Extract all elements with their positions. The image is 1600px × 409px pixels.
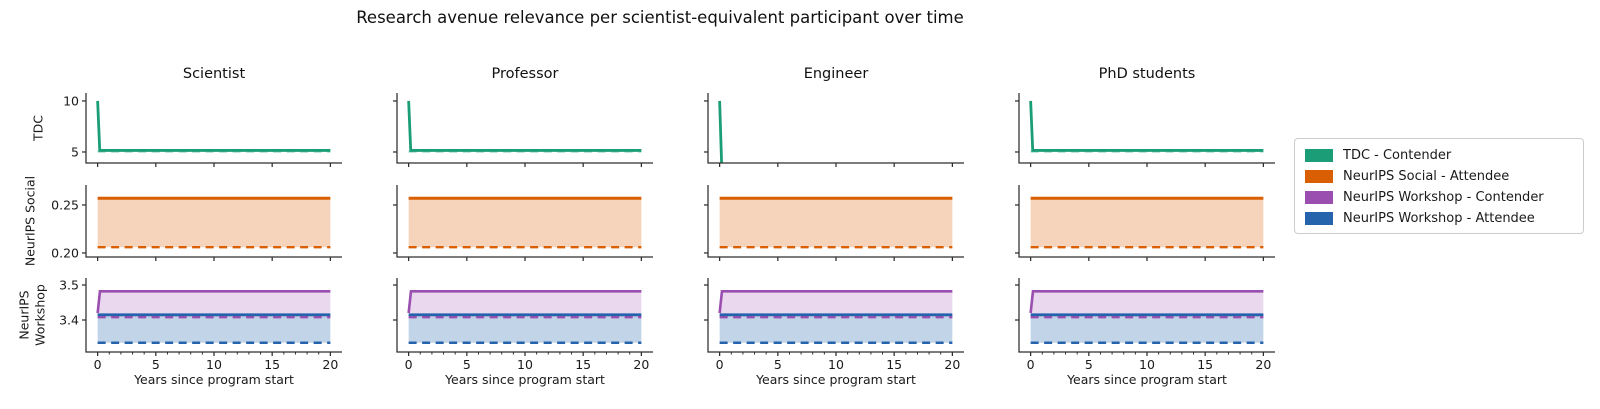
svg-text:5: 5 xyxy=(463,357,471,372)
svg-text:15: 15 xyxy=(886,357,902,372)
svg-text:10: 10 xyxy=(206,357,222,372)
svg-text:5: 5 xyxy=(1085,357,1093,372)
svg-text:20: 20 xyxy=(322,357,338,372)
svg-text:15: 15 xyxy=(1197,357,1213,372)
svg-text:0: 0 xyxy=(94,357,102,372)
x-axis-label-col3: Years since program start xyxy=(756,372,916,387)
svg-text:5: 5 xyxy=(71,144,79,159)
column-title-professor: Professor xyxy=(491,66,559,82)
column-title-scientist: Scientist xyxy=(182,66,246,82)
legend-label: NeurIPS Workshop - Attendee xyxy=(1343,211,1535,226)
svg-text:0.20: 0.20 xyxy=(51,245,79,260)
legend-label: NeurIPS Social - Attendee xyxy=(1343,169,1510,184)
svg-text:0: 0 xyxy=(1027,357,1035,372)
legend-label: NeurIPS Workshop - Contender xyxy=(1343,190,1544,205)
svg-text:20: 20 xyxy=(633,357,649,372)
svg-text:0: 0 xyxy=(716,357,724,372)
legend: TDC - Contender NeurIPS Social - Attende… xyxy=(1294,138,1584,234)
svg-text:5: 5 xyxy=(152,357,160,372)
svg-text:20: 20 xyxy=(944,357,960,372)
svg-text:10: 10 xyxy=(1139,357,1155,372)
chart-title: Research avenue relevance per scientist-… xyxy=(356,8,964,27)
svg-text:20: 20 xyxy=(1255,357,1271,372)
svg-text:5: 5 xyxy=(774,357,782,372)
legend-swatch-neurips-workshop-contender xyxy=(1305,191,1333,204)
svg-text:10: 10 xyxy=(828,357,844,372)
svg-text:15: 15 xyxy=(575,357,591,372)
legend-item-neurips-workshop-attendee: NeurIPS Workshop - Attendee xyxy=(1305,211,1573,226)
legend-label: TDC - Contender xyxy=(1343,148,1452,163)
x-axis-label-col2: Years since program start xyxy=(445,372,605,387)
legend-item-neurips-workshop-contender: NeurIPS Workshop - Contender xyxy=(1305,190,1573,205)
column-title-phd-students: PhD students xyxy=(1098,66,1196,82)
legend-item-neurips-social-attendee: NeurIPS Social - Attendee xyxy=(1305,169,1573,184)
svg-text:3.4: 3.4 xyxy=(59,312,79,327)
svg-text:0: 0 xyxy=(405,357,413,372)
x-axis-label-col4: Years since program start xyxy=(1067,372,1227,387)
legend-item-tdc-contender: TDC - Contender xyxy=(1305,148,1573,163)
svg-text:10: 10 xyxy=(517,357,533,372)
svg-text:0.25: 0.25 xyxy=(51,197,79,212)
x-axis-label-col1: Years since program start xyxy=(134,372,294,387)
column-title-engineer: Engineer xyxy=(803,66,869,82)
legend-swatch-neurips-social-attendee xyxy=(1305,170,1333,183)
svg-text:3.5: 3.5 xyxy=(59,277,79,292)
svg-text:10: 10 xyxy=(63,93,79,108)
legend-swatch-tdc-contender xyxy=(1305,149,1333,162)
svg-text:15: 15 xyxy=(264,357,280,372)
legend-swatch-neurips-workshop-attendee xyxy=(1305,212,1333,225)
